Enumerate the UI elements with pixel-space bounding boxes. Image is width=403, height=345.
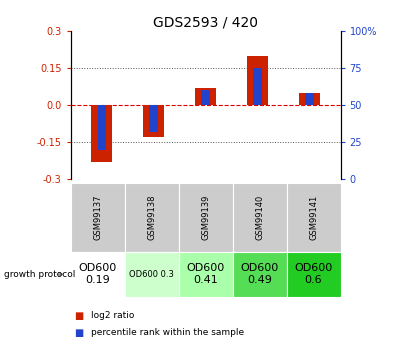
Text: GSM99139: GSM99139 — [201, 195, 210, 240]
Text: OD600
0.6: OD600 0.6 — [295, 264, 332, 285]
Text: GSM99138: GSM99138 — [147, 195, 156, 240]
Text: GSM99137: GSM99137 — [93, 195, 102, 240]
Bar — [143, 105, 164, 137]
Text: ■: ■ — [75, 311, 84, 321]
Text: OD600
0.41: OD600 0.41 — [187, 264, 224, 285]
Bar — [247, 56, 268, 105]
Bar — [98, 105, 106, 150]
Bar — [305, 93, 314, 105]
Title: GDS2593 / 420: GDS2593 / 420 — [153, 16, 258, 30]
Text: OD600
0.49: OD600 0.49 — [241, 264, 278, 285]
Bar — [299, 93, 320, 105]
Text: OD600 0.3: OD600 0.3 — [129, 270, 174, 279]
Text: GSM99141: GSM99141 — [309, 195, 318, 240]
Text: OD600
0.19: OD600 0.19 — [79, 264, 116, 285]
Text: ■: ■ — [75, 328, 84, 338]
Bar — [91, 105, 112, 162]
Bar — [253, 68, 262, 105]
Text: percentile rank within the sample: percentile rank within the sample — [91, 328, 244, 337]
Text: growth protocol: growth protocol — [4, 270, 75, 279]
Bar — [150, 105, 158, 132]
Bar — [195, 88, 216, 105]
Text: log2 ratio: log2 ratio — [91, 311, 134, 320]
Bar — [202, 90, 210, 105]
Text: GSM99140: GSM99140 — [255, 195, 264, 240]
